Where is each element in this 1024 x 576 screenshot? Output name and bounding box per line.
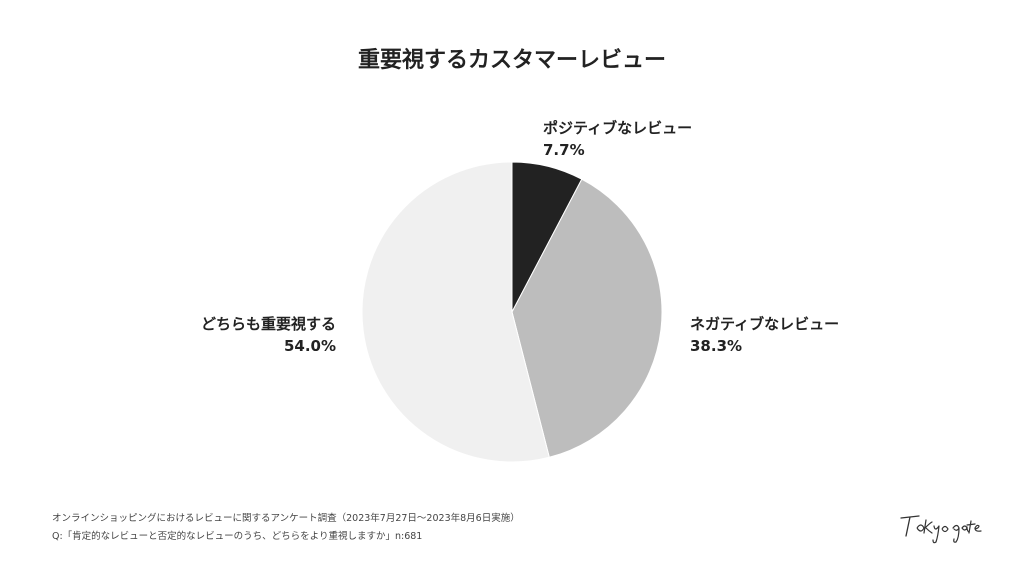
slice-name-positive: ポジティブなレビュー	[543, 119, 693, 137]
slice-value-both: 54.0%	[283, 337, 336, 355]
slice-label-positive: ポジティブなレビュー 7.7%	[543, 117, 692, 161]
pie-slice-both	[361, 161, 550, 463]
slice-name-negative: ネガティブなレビュー	[690, 315, 840, 333]
chart-title: 重要視するカスタマーレビュー	[357, 48, 666, 73]
slice-value-positive: 7.7%	[543, 141, 585, 159]
slice-name-both: どちらも重要視する	[200, 315, 336, 333]
slice-label-both: どちらも重要視する 54.0%	[201, 313, 336, 357]
slice-label-negative: ネガティブなレビュー 38.3%	[690, 313, 839, 357]
slice-value-negative: 38.3%	[690, 337, 743, 355]
pie-slice-negative	[511, 178, 663, 458]
question-footnote: Q:「肯定的なレビューと否定的なレビューのうち、どちらをより重視しますか」n:6…	[52, 531, 423, 542]
tokyo-gate-logo	[900, 515, 982, 544]
survey-footnote: オンラインショッピングにおけるレビューに関するアンケート調査（2023年7月27…	[52, 513, 520, 524]
